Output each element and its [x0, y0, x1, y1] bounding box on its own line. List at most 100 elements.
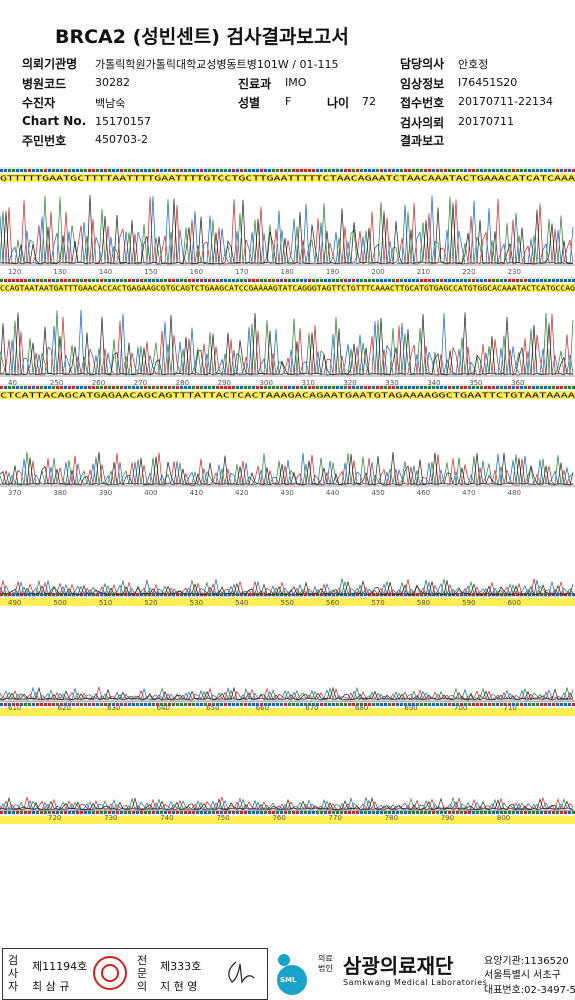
- quality-bar: [348, 386, 351, 389]
- quality-bar: [200, 703, 203, 706]
- quality-bar: [516, 703, 519, 706]
- quality-bar: [360, 169, 363, 172]
- quality-bar: [64, 386, 67, 389]
- quality-bar: [160, 386, 163, 389]
- quality-bar: [16, 811, 19, 814]
- quality-bar: [116, 811, 119, 814]
- quality-bar: [0, 593, 3, 596]
- quality-bar: [168, 703, 171, 706]
- quality-bar: [500, 811, 503, 814]
- quality-bar: [352, 386, 355, 389]
- quality-bar: [500, 593, 503, 596]
- quality-bar: [92, 811, 95, 814]
- quality-bar: [440, 169, 443, 172]
- quality-bar: [420, 703, 423, 706]
- quality-bar: [348, 169, 351, 172]
- quality-bar: [60, 169, 63, 172]
- quality-bar: [244, 169, 247, 172]
- tick-label: 750: [216, 814, 229, 822]
- quality-bar: [348, 279, 351, 282]
- quality-bar: [484, 811, 487, 814]
- quality-bar: [316, 386, 319, 389]
- quality-bar: [324, 703, 327, 706]
- quality-bar: [280, 703, 283, 706]
- quality-bar: [452, 703, 455, 706]
- quality-bar: [344, 811, 347, 814]
- quality-bar: [288, 811, 291, 814]
- quality-bar: [140, 811, 143, 814]
- quality-bar: [364, 279, 367, 282]
- quality-bar: [540, 811, 543, 814]
- quality-bar: [552, 169, 555, 172]
- quality-bar: [492, 703, 495, 706]
- quality-bar: [456, 279, 459, 282]
- quality-bar: [404, 279, 407, 282]
- quality-bar: [132, 811, 135, 814]
- quality-bar: [28, 703, 31, 706]
- sequence-strip: [0, 391, 575, 399]
- quality-bar: [296, 386, 299, 389]
- quality-bar: [68, 386, 71, 389]
- quality-bar: [248, 703, 251, 706]
- quality-bar: [344, 169, 347, 172]
- quality-bar: [472, 811, 475, 814]
- quality-bar: [376, 386, 379, 389]
- quality-bar: [352, 811, 355, 814]
- quality-bar: [152, 279, 155, 282]
- tick-label: 610: [8, 704, 21, 712]
- quality-bar: [364, 703, 367, 706]
- quality-bar: [264, 811, 267, 814]
- quality-bar: [540, 386, 543, 389]
- quality-bar: [536, 811, 539, 814]
- quality-bar: [388, 703, 391, 706]
- quality-bar: [176, 279, 179, 282]
- quality-bar: [100, 386, 103, 389]
- quality-bar: [244, 279, 247, 282]
- quality-bar: [476, 811, 479, 814]
- quality-bar: [56, 169, 59, 172]
- quality-bar: [480, 703, 483, 706]
- quality-bar: [556, 169, 559, 172]
- quality-bar: [68, 279, 71, 282]
- quality-bar: [560, 703, 563, 706]
- quality-bar: [196, 703, 199, 706]
- quality-bar: [16, 593, 19, 596]
- specialist-label: 전문의: [136, 954, 148, 993]
- tick-label: 620: [58, 704, 71, 712]
- quality-bar: [508, 703, 511, 706]
- quality-bar: [564, 279, 567, 282]
- quality-bar: [220, 386, 223, 389]
- quality-bar: [480, 386, 483, 389]
- quality-bar: [8, 169, 11, 172]
- quality-bar: [336, 279, 339, 282]
- field-label: 나이: [327, 96, 350, 110]
- quality-bar: [436, 279, 439, 282]
- quality-bar: [300, 279, 303, 282]
- tick-label: 670: [305, 704, 318, 712]
- quality-bar: [520, 169, 523, 172]
- quality-bar: [284, 593, 287, 596]
- quality-bar: [332, 593, 335, 596]
- quality-bar: [0, 169, 3, 172]
- quality-bar: [524, 703, 527, 706]
- quality-bar: [120, 703, 123, 706]
- quality-bar: [24, 811, 27, 814]
- quality-bar: [208, 593, 211, 596]
- quality-bar: [412, 811, 415, 814]
- quality-bar: [292, 703, 295, 706]
- sequence-strip: [0, 284, 575, 292]
- quality-bar: [88, 386, 91, 389]
- quality-bar: [496, 169, 499, 172]
- quality-bar: [436, 386, 439, 389]
- quality-bar: [364, 169, 367, 172]
- quality-bar: [316, 169, 319, 172]
- quality-bar: [40, 386, 43, 389]
- quality-bar: [568, 169, 571, 172]
- quality-bar: [188, 386, 191, 389]
- quality-bar: [124, 386, 127, 389]
- quality-bar: [40, 593, 43, 596]
- quality-bar: [332, 279, 335, 282]
- quality-bar: [332, 703, 335, 706]
- quality-bar: [224, 811, 227, 814]
- quality-bar: [420, 279, 423, 282]
